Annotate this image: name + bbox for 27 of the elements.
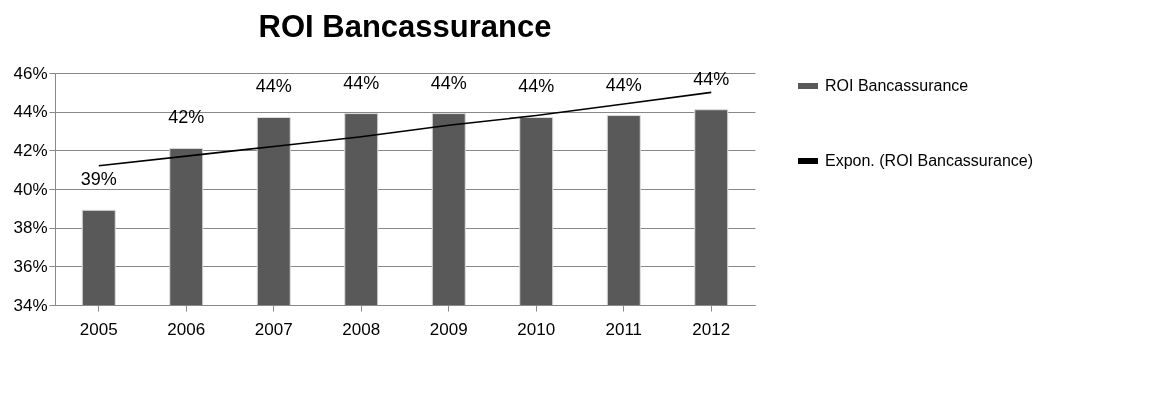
x-tick-label: 2012 [692,319,731,339]
x-tick-label: 2005 [79,319,118,339]
y-tick-label: 44% [13,102,48,122]
line-series [97,91,713,167]
chart-title: ROI Bancassurance [258,9,552,44]
y-tick-label: 36% [13,256,48,276]
x-tick-label: 2009 [429,319,468,339]
data-label: 42% [168,107,205,128]
y-tick-label: 34% [13,295,48,315]
y-tick-label: 40% [13,179,48,199]
data-label: 44% [605,74,642,95]
legend-label: ROI Bancassurance [825,77,969,94]
data-label: 44% [343,72,380,93]
x-tick-label: 2011 [605,319,643,339]
data-label: 44% [518,76,555,97]
x-tick-label: 2008 [342,319,381,339]
x-tick-label: 2007 [254,319,293,339]
data-label: 44% [255,76,292,97]
legend-label: Expon. (ROI Bancassurance) [825,152,1034,169]
y-tick-label: 38% [13,218,48,238]
data-label: 44% [693,68,730,89]
x-tick-label: 2006 [167,319,206,339]
data-label: 44% [430,72,467,93]
data-label: 39% [80,169,117,190]
y-tick-label: 42% [13,140,48,160]
x-tick-label: 2010 [517,319,556,339]
y-tick-label: 46% [13,63,48,83]
